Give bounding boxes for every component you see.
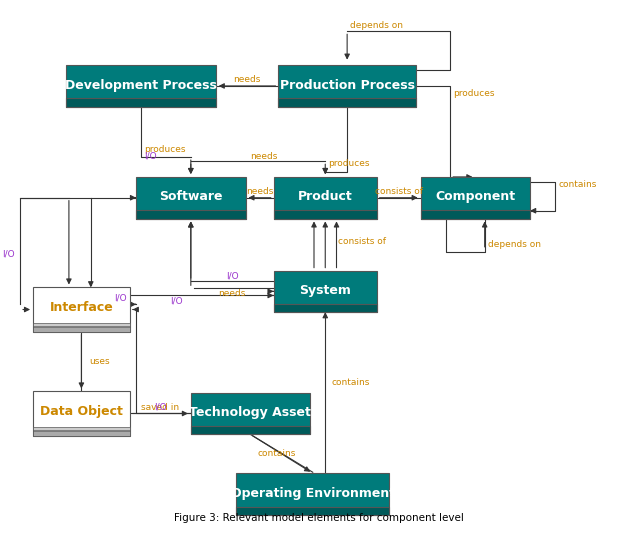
Bar [274,210,377,219]
Bar [278,99,416,107]
Text: Interface: Interface [50,301,114,314]
Text: Component: Component [435,190,516,203]
Text: needs: needs [251,152,278,161]
Bar [33,391,130,436]
Bar [136,177,246,219]
Bar [136,210,246,219]
Bar [236,473,389,515]
Text: saved in: saved in [141,403,179,412]
Bar [66,99,216,107]
Text: contains: contains [558,180,597,189]
Bar [33,427,130,430]
Text: I/O: I/O [3,249,15,258]
Text: produces: produces [454,90,495,98]
Text: Operating Environment: Operating Environment [231,487,395,500]
Text: I/O: I/O [226,271,239,280]
Text: Software: Software [159,190,223,203]
Text: I/O: I/O [144,151,156,160]
Text: Technology Asset: Technology Asset [189,406,311,419]
Text: I/O: I/O [114,294,127,303]
Bar [33,287,130,332]
Bar [33,327,130,332]
Bar [191,393,309,434]
Bar [274,177,377,219]
Text: Figure 3: Relevant model elements for component level: Figure 3: Relevant model elements for co… [174,512,464,523]
Bar [274,271,377,312]
Text: needs: needs [219,289,246,298]
Text: uses: uses [89,357,110,366]
Bar [66,65,216,107]
Text: contains: contains [258,449,296,458]
Bar [278,65,416,107]
Text: depends on: depends on [350,20,403,29]
Bar [33,431,130,436]
Bar [274,304,377,312]
Bar [191,426,309,434]
Text: System: System [299,284,351,297]
Text: Product: Product [298,190,353,203]
Text: needs: needs [246,187,273,196]
Text: depends on: depends on [488,240,541,249]
Bar [236,507,389,515]
Text: consists of: consists of [375,187,423,196]
Text: produces: produces [329,159,370,168]
Text: Production Process: Production Process [279,79,415,92]
Bar [420,177,530,219]
Text: needs: needs [234,75,261,84]
Text: Development Process: Development Process [65,79,217,92]
Text: I/O: I/O [154,403,167,412]
Text: produces: produces [144,145,186,154]
Text: consists of: consists of [338,237,386,247]
Bar [33,323,130,326]
Text: Data Object: Data Object [40,405,123,418]
Text: contains: contains [332,378,370,387]
Text: I/O: I/O [170,296,183,305]
Bar [420,210,530,219]
